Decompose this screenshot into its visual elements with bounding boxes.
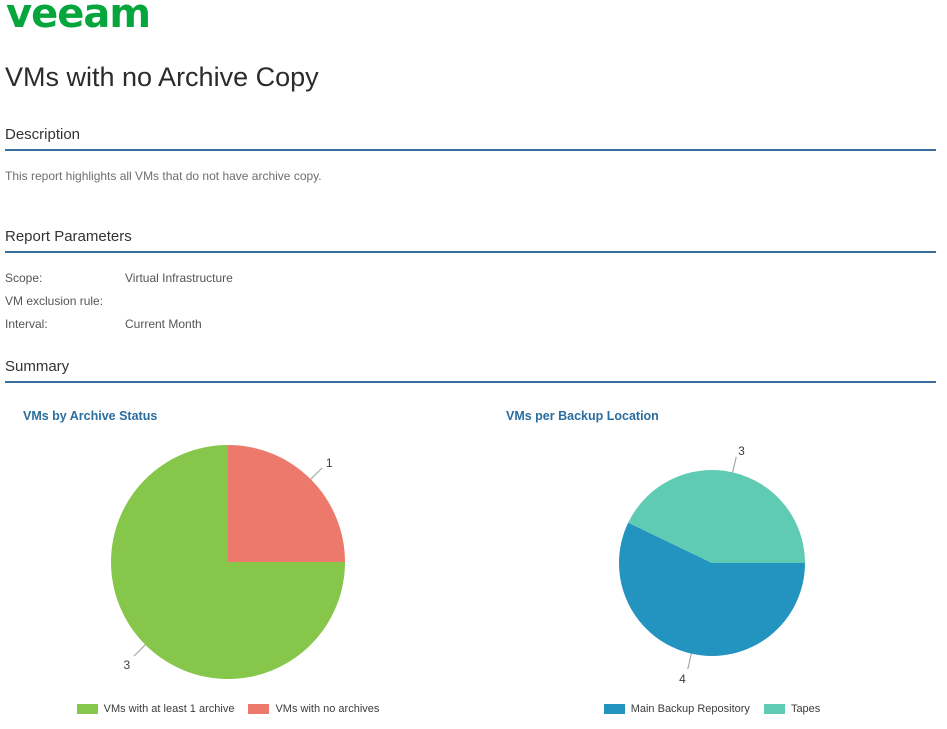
page-title: VMs with no Archive Copy [5, 62, 319, 92]
legend-item: Tapes [763, 703, 821, 715]
legend-label: Main Backup Repository [630, 703, 750, 715]
legend-label: Tapes [790, 703, 821, 715]
pie-chart-vms-per-backup-location: 43 [619, 444, 805, 686]
param-row-interval: Interval: Current Month [5, 312, 233, 335]
description-heading: Description [5, 126, 81, 143]
pie-slice-value-label: 4 [679, 672, 686, 686]
pie-slice-value-label: 3 [738, 444, 745, 458]
summary-section-header: Summary [5, 358, 936, 383]
legend-item: VMs with no archives [248, 703, 379, 715]
pie-chart-vms-by-archive-status: 31 [111, 445, 345, 679]
legend-swatch-red [248, 704, 270, 714]
pie-label-callout-line [310, 467, 323, 480]
pie-label-callout-line [732, 456, 737, 473]
legend-swatch-green [76, 704, 98, 714]
report-parameters-section-header: Report Parameters [5, 228, 936, 253]
description-text: This report highlights all VMs that do n… [5, 169, 322, 183]
description-section-header: Description [5, 126, 936, 151]
legend-item: Main Backup Repository [603, 703, 750, 715]
summary-heading: Summary [5, 358, 70, 375]
chart-legend-archive-status: VMs with at least 1 archive VMs with no … [58, 703, 398, 715]
param-label: Scope: [5, 270, 43, 285]
pie-slice-value-label: 3 [123, 658, 130, 672]
report-parameters-list: Scope: Virtual Infrastructure VM exclusi… [5, 266, 233, 335]
report-parameters-heading: Report Parameters [5, 228, 132, 245]
param-row-scope: Scope: Virtual Infrastructure [5, 266, 233, 289]
param-label: Interval: [5, 316, 48, 331]
legend-swatch-teal [763, 704, 785, 714]
legend-label: VMs with at least 1 archive [103, 703, 235, 715]
pie-slice [619, 522, 805, 657]
veeam-logo: veeam [6, 0, 151, 37]
pie-slice [228, 445, 345, 562]
pie-label-callout-line [133, 644, 146, 657]
legend-swatch-blue [603, 704, 625, 714]
param-label: VM exclusion rule: [5, 293, 104, 308]
param-value: Virtual Infrastructure [125, 270, 233, 285]
param-value: Current Month [125, 316, 202, 331]
pie-slice [628, 470, 805, 563]
pie-label-callout-line [687, 653, 692, 670]
chart-legend-backup-location: Main Backup Repository Tapes [562, 703, 862, 715]
legend-item: VMs with at least 1 archive [76, 703, 235, 715]
pie-slice-value-label: 1 [326, 456, 333, 470]
legend-label: VMs with no archives [275, 703, 380, 715]
chart-title-vms-per-backup-location: VMs per Backup Location [506, 409, 659, 423]
chart-title-vms-by-archive-status: VMs by Archive Status [23, 409, 158, 423]
param-row-vm-exclusion-rule: VM exclusion rule: [5, 289, 233, 312]
